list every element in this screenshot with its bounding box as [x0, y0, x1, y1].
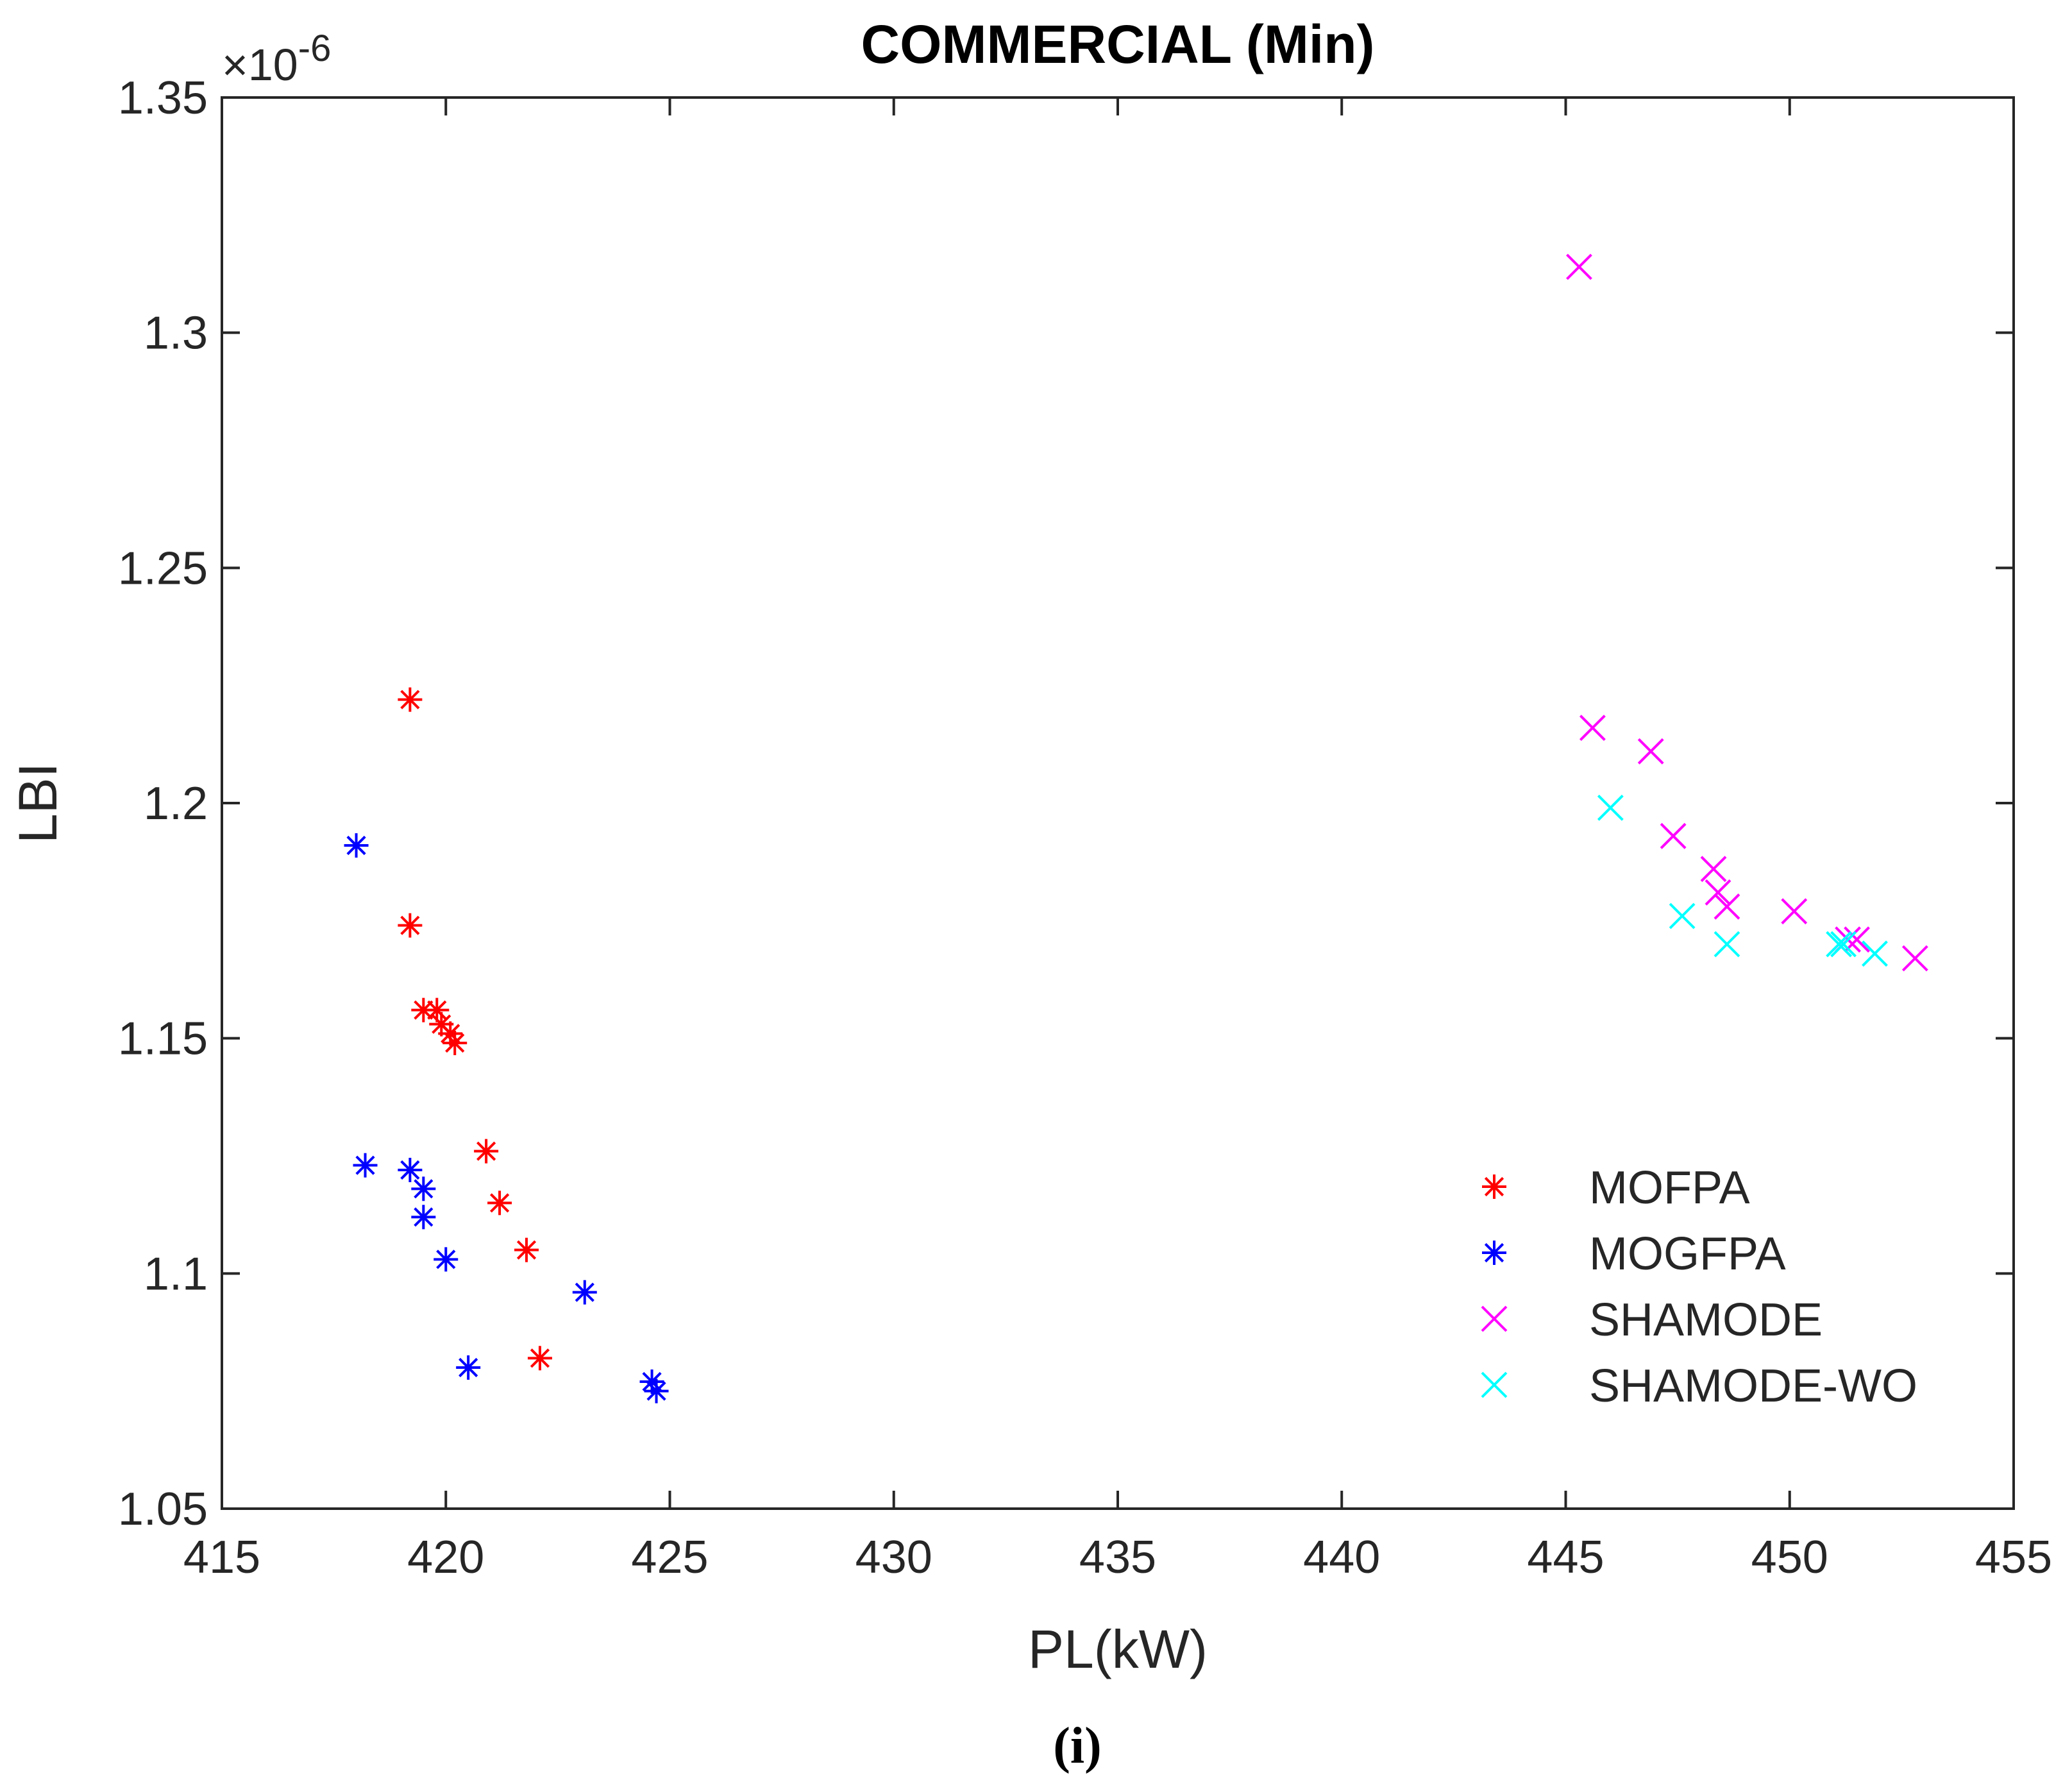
- data-point-mofpa: [527, 1346, 552, 1371]
- plot-frame: [221, 96, 2015, 1510]
- data-point-shamode: [1637, 738, 1664, 765]
- data-point-mofpa: [474, 1139, 499, 1164]
- axes-group: [221, 96, 2015, 1510]
- data-points: [344, 253, 1928, 1403]
- data-point-shamode: [1844, 926, 1870, 953]
- y-tick-label: 1.15: [118, 1013, 208, 1065]
- legend-marker-mofpa: [1482, 1174, 1506, 1199]
- data-point-mogfpa: [572, 1280, 597, 1305]
- y-tick-label: 1.2: [144, 778, 208, 829]
- legend-label-shamode: SHAMODE: [1589, 1294, 1823, 1346]
- x-tick-label: 455: [1975, 1532, 2052, 1583]
- figure-caption: (i): [1053, 1718, 1102, 1774]
- data-point-mofpa: [398, 913, 423, 938]
- data-point-shamode: [1700, 856, 1727, 883]
- data-point-mogfpa: [398, 1158, 423, 1182]
- data-point-mogfpa: [344, 833, 369, 858]
- data-point-shamode: [1566, 253, 1592, 280]
- data-point-mofpa: [442, 1031, 467, 1055]
- x-tick-label: 435: [1079, 1532, 1156, 1583]
- x-tick-label: 445: [1527, 1532, 1604, 1583]
- y-exponent-label: ×10-6: [222, 28, 331, 90]
- data-point-shamode: [1714, 893, 1740, 920]
- svg-text:×10-6: ×10-6: [222, 28, 331, 90]
- y-tick-label: 1.35: [118, 72, 208, 124]
- x-tick-label: 440: [1303, 1532, 1380, 1583]
- legend-label-shamode-wo: SHAMODE-WO: [1589, 1360, 1917, 1412]
- legend-label-mofpa: MOFPA: [1589, 1162, 1750, 1214]
- data-point-shamode-wo: [1714, 931, 1740, 958]
- legend-marker-shamode-wo: [1481, 1371, 1508, 1398]
- data-point-shamode: [1660, 822, 1687, 849]
- data-point-shamode: [1705, 879, 1731, 906]
- x-tick-label: 430: [855, 1532, 932, 1583]
- data-point-shamode-wo: [1862, 940, 1888, 967]
- data-point-shamode-wo: [1830, 931, 1857, 958]
- data-point-shamode: [1781, 898, 1808, 925]
- x-tick-label: 450: [1751, 1532, 1828, 1583]
- data-point-shamode-wo: [1826, 931, 1852, 958]
- y-tick-label: 1.25: [118, 543, 208, 594]
- data-point-mogfpa: [411, 1205, 436, 1230]
- legend-marker-shamode: [1481, 1305, 1508, 1332]
- chart-title: COMMERCIAL (Min): [861, 14, 1375, 74]
- y-tick-label: 1.3: [144, 308, 208, 359]
- data-point-shamode-wo: [1669, 903, 1696, 929]
- y-axis-label: LBI: [8, 763, 68, 843]
- ticks-group: 415 420 425 430 435 440 445 450 455 1.05 1.1 1.15 1.…: [118, 72, 2052, 1583]
- data-point-shamode: [1901, 945, 1928, 972]
- data-point-mogfpa: [434, 1247, 459, 1272]
- x-axis-label: PL(kW): [1028, 1619, 1208, 1679]
- y-tick-label: 1.05: [118, 1484, 208, 1535]
- data-point-mogfpa: [411, 1176, 436, 1201]
- y-exponent-base: ×10: [222, 40, 298, 90]
- data-point-mofpa: [514, 1237, 539, 1262]
- legend: MOFPA MOGFPA SHAMODE SHAMODE-WO: [1481, 1162, 1917, 1412]
- data-point-mogfpa: [644, 1378, 669, 1403]
- data-point-mofpa: [438, 1021, 463, 1046]
- data-point-shamode-wo: [1597, 794, 1624, 821]
- x-tick-label: 420: [407, 1532, 484, 1583]
- data-point-mogfpa: [353, 1153, 378, 1178]
- y-exponent-power: -6: [298, 28, 332, 69]
- data-point-mogfpa: [456, 1355, 481, 1380]
- data-point-mofpa: [398, 687, 423, 712]
- x-tick-label: 425: [631, 1532, 708, 1583]
- data-point-mofpa: [487, 1191, 512, 1216]
- legend-label-mogfpa: MOGFPA: [1589, 1228, 1786, 1280]
- x-tick-label: 415: [183, 1532, 260, 1583]
- y-tick-label: 1.1: [144, 1248, 208, 1300]
- legend-marker-mogfpa: [1482, 1241, 1506, 1265]
- data-point-shamode: [1579, 715, 1606, 742]
